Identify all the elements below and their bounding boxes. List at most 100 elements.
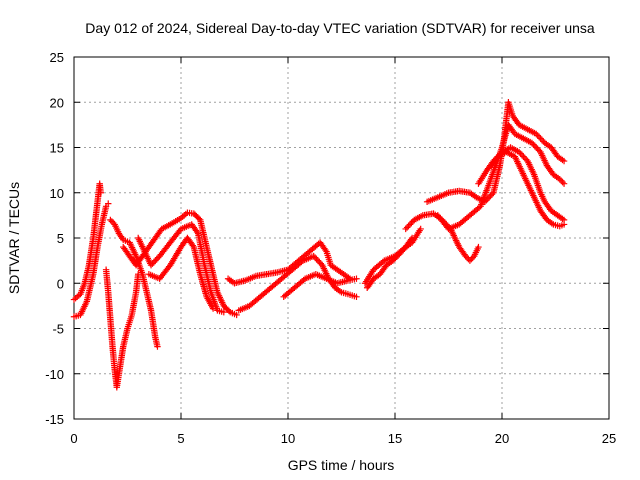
series-track-17	[488, 148, 568, 230]
point-marker	[154, 343, 161, 350]
point-marker	[403, 224, 411, 231]
point-marker	[300, 276, 307, 284]
y-tick-label: 0	[57, 276, 64, 291]
data-points	[70, 99, 568, 391]
series-track-13	[402, 210, 482, 264]
x-tick-label: 5	[177, 431, 184, 446]
series-track-12	[361, 225, 424, 287]
y-tick-label: 20	[50, 95, 64, 110]
point-marker	[313, 255, 320, 263]
point-marker	[537, 135, 544, 142]
y-axis-label: SDTVAR / TECUs	[6, 182, 22, 294]
point-marker	[310, 252, 317, 260]
point-marker	[220, 309, 227, 316]
point-marker	[408, 219, 415, 227]
point-marker	[535, 133, 543, 141]
point-marker	[147, 261, 155, 269]
point-marker	[353, 275, 360, 282]
point-marker	[402, 225, 409, 233]
point-marker	[556, 175, 563, 183]
point-marker	[534, 132, 541, 139]
point-marker	[535, 147, 543, 154]
x-tick-label: 25	[602, 431, 616, 446]
point-marker	[379, 258, 386, 266]
y-tick-label: 15	[50, 141, 64, 156]
point-marker	[534, 145, 541, 153]
point-marker	[97, 189, 104, 196]
point-marker	[149, 260, 156, 267]
y-tick-label: 5	[57, 231, 64, 246]
y-tick-label: -15	[45, 412, 64, 427]
x-axis-label: GPS time / hours	[288, 457, 395, 473]
series-track-1	[70, 180, 104, 303]
series-track-5	[120, 209, 240, 319]
point-marker	[405, 222, 412, 230]
point-marker	[105, 200, 112, 207]
y-tick-label: -10	[45, 367, 64, 382]
point-marker	[518, 151, 526, 159]
series-track-14	[423, 99, 568, 205]
point-marker	[233, 311, 240, 319]
point-marker	[559, 178, 566, 186]
point-marker	[462, 252, 469, 260]
point-marker	[463, 254, 471, 261]
grid	[74, 57, 609, 419]
point-marker	[475, 243, 482, 251]
point-marker	[521, 154, 529, 162]
point-marker	[520, 153, 527, 160]
point-marker	[110, 219, 117, 227]
series-track-9	[235, 252, 360, 314]
point-marker	[468, 255, 475, 263]
y-tick-label: -5	[52, 322, 64, 337]
series-track-6	[135, 221, 227, 316]
point-marker	[523, 156, 530, 163]
point-marker	[107, 216, 114, 224]
point-marker	[533, 144, 540, 151]
point-marker	[153, 255, 160, 263]
series-track-15	[434, 121, 568, 233]
series-track-4	[107, 216, 161, 350]
x-tick-label: 0	[70, 431, 77, 446]
series-track-8	[224, 239, 354, 287]
point-marker	[517, 150, 524, 157]
point-marker	[322, 246, 329, 254]
series-track-3	[102, 266, 142, 391]
point-marker	[317, 260, 325, 267]
tick-labels: 0 5 10 15 20 25 -15 -10 -5 0 5 10 15 20 25	[45, 50, 616, 446]
series-track-2	[70, 200, 112, 320]
series-track-7	[145, 234, 217, 312]
point-marker	[193, 228, 201, 236]
x-tick-label: 10	[281, 431, 295, 446]
point-marker	[533, 130, 540, 138]
point-marker	[314, 257, 322, 264]
point-marker	[189, 242, 196, 249]
point-marker	[353, 293, 360, 301]
point-marker	[298, 258, 305, 266]
point-marker	[466, 257, 474, 264]
point-marker	[316, 258, 323, 266]
point-marker	[487, 192, 494, 199]
point-marker	[469, 254, 476, 261]
point-marker	[560, 157, 568, 165]
point-marker	[311, 254, 319, 261]
point-marker	[150, 258, 158, 266]
point-marker	[538, 136, 546, 144]
y-tick-label: 10	[50, 186, 64, 201]
x-tick-label: 20	[495, 431, 509, 446]
point-marker	[530, 141, 537, 148]
y-tick-label: 25	[50, 50, 64, 65]
point-marker	[515, 148, 523, 156]
axis-ticks	[73, 56, 610, 420]
point-marker	[488, 191, 496, 198]
point-marker	[406, 221, 414, 228]
series-track-10	[280, 271, 360, 301]
point-marker	[417, 225, 424, 233]
point-marker	[558, 177, 565, 184]
point-marker	[152, 257, 159, 264]
point-marker	[560, 221, 568, 228]
point-marker	[531, 142, 539, 150]
point-marker	[225, 307, 233, 315]
x-tick-label: 15	[388, 431, 402, 446]
point-marker	[209, 305, 217, 312]
